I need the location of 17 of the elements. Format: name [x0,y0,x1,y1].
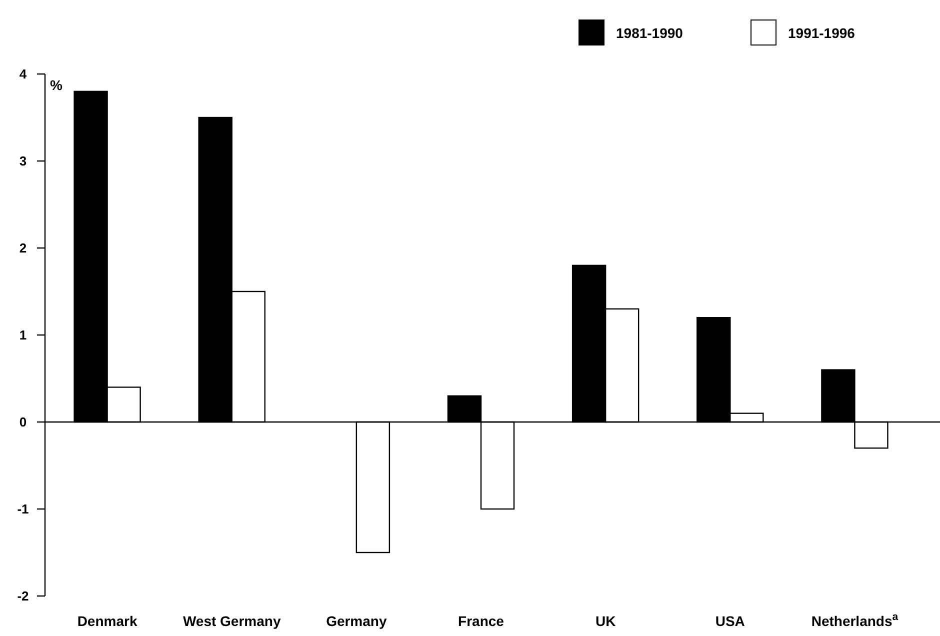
y-axis-title: % [50,77,63,93]
y-tick-label: 1 [19,328,27,343]
x-tick-label: USA [715,613,745,629]
x-tick-label: France [458,613,504,629]
x-tick-label: Germany [326,613,387,629]
y-tick-label: -2 [17,588,29,604]
x-tick-label: West Germany [182,613,281,629]
y-tick-label: 3 [19,154,27,169]
x-tick-label: Netherlands$^{a}$ [811,611,898,629]
y-tick-label: -1 [17,502,29,517]
legend-label: 1981-1990 [616,24,684,41]
legend-label: 1991-1996 [788,24,856,41]
x-tick-label: Denmark [77,613,138,629]
x-tick-label: UK [595,613,616,629]
y-tick-label: 2 [19,240,27,256]
y-tick-label: 0 [19,414,27,430]
y-tick-label: 4 [19,66,28,82]
